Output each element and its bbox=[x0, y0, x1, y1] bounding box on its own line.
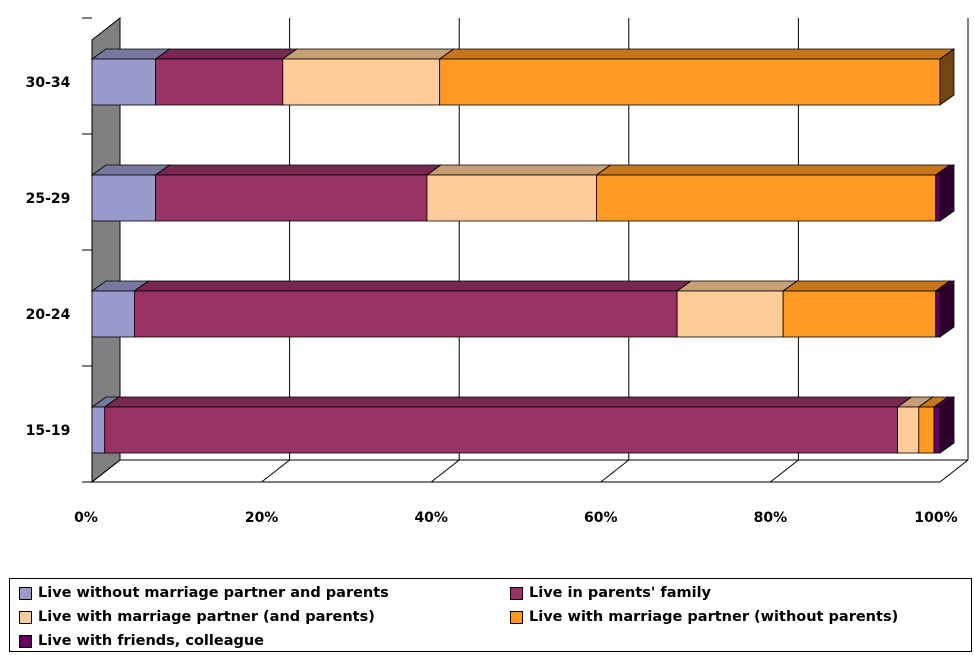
category-label: 20-24 bbox=[26, 307, 71, 323]
bar-end-face bbox=[939, 48, 955, 106]
bar-segment-top bbox=[595, 164, 952, 176]
bar-end-face bbox=[939, 164, 955, 222]
bar-segment bbox=[935, 174, 941, 222]
bar-segment-top bbox=[438, 48, 956, 60]
bar-segment-top bbox=[281, 48, 455, 60]
legend-item: Live without marriage partner and parent… bbox=[19, 585, 389, 601]
bar-segment bbox=[426, 174, 597, 222]
legend-label: Live in parents' family bbox=[529, 585, 712, 601]
legend-swatch bbox=[510, 610, 523, 624]
category-label: 25-29 bbox=[26, 191, 71, 207]
category-label: 15-19 bbox=[26, 423, 71, 439]
bar-segment bbox=[91, 290, 135, 338]
legend-label: Live with marriage partner (without pare… bbox=[529, 609, 899, 625]
bar-segment-top bbox=[425, 164, 612, 176]
bar-segment bbox=[133, 290, 678, 338]
bar-segment-top bbox=[103, 396, 913, 408]
bar-segment-top bbox=[154, 48, 299, 60]
bar-segment-top bbox=[154, 164, 443, 176]
legend-item: Live with marriage partner (and parents) bbox=[19, 609, 375, 625]
bar-segment bbox=[91, 174, 156, 222]
legend-label: Live with marriage partner (and parents) bbox=[38, 609, 375, 625]
x-tick-label: 20% bbox=[245, 510, 279, 526]
bar-segment bbox=[596, 174, 937, 222]
bar-segment-top bbox=[781, 280, 952, 292]
bar-segment bbox=[933, 406, 941, 454]
bar-segment bbox=[91, 58, 156, 106]
bar-end-face bbox=[939, 280, 955, 338]
bar-segment bbox=[155, 58, 284, 106]
bar-segment-top bbox=[133, 280, 693, 292]
legend-swatch bbox=[19, 634, 32, 648]
bar-segment bbox=[897, 406, 920, 454]
legend-item: Live in parents' family bbox=[510, 585, 711, 601]
floor-gridline bbox=[600, 459, 630, 483]
legend-label: Live with friends, colleague bbox=[38, 633, 265, 649]
bar-segment bbox=[935, 290, 941, 338]
bar-end-face bbox=[939, 396, 955, 454]
x-tick-label: 80% bbox=[754, 510, 788, 526]
x-tick-label: 0% bbox=[74, 510, 98, 526]
bar-segment bbox=[439, 58, 941, 106]
legend: Live without marriage partner and parent… bbox=[9, 578, 972, 652]
floor-gridline bbox=[430, 459, 460, 483]
legend-swatch bbox=[19, 610, 32, 624]
floor-gridline bbox=[770, 459, 799, 483]
floor-gridline bbox=[91, 459, 121, 483]
legend-item: Live with friends, colleague bbox=[19, 633, 264, 649]
floor-gridline bbox=[939, 459, 969, 483]
legend-item: Live with marriage partner (without pare… bbox=[510, 609, 898, 625]
x-tick-label: 60% bbox=[584, 510, 618, 526]
floor-gridline bbox=[261, 459, 290, 483]
legend-swatch bbox=[19, 586, 32, 600]
bar-segment bbox=[918, 406, 935, 454]
stacked-bar-chart: 0% 20% 40% 60% 80% 100% 15-19 20-24 25-29 30-34 bbox=[26, 16, 969, 526]
legend-label: Live without marriage partner and parent… bbox=[38, 585, 389, 601]
bar-segment bbox=[282, 58, 441, 106]
legend-swatch bbox=[510, 586, 523, 600]
bar-segment bbox=[91, 406, 106, 454]
bar-segment bbox=[155, 174, 428, 222]
x-tick-label: 100% bbox=[914, 510, 957, 526]
bar-segment bbox=[104, 406, 899, 454]
x-tick-label: 40% bbox=[414, 510, 448, 526]
bar-segment-top bbox=[675, 280, 799, 292]
bar-segment bbox=[676, 290, 784, 338]
category-label: 30-34 bbox=[26, 75, 71, 91]
bar-segment bbox=[782, 290, 937, 338]
